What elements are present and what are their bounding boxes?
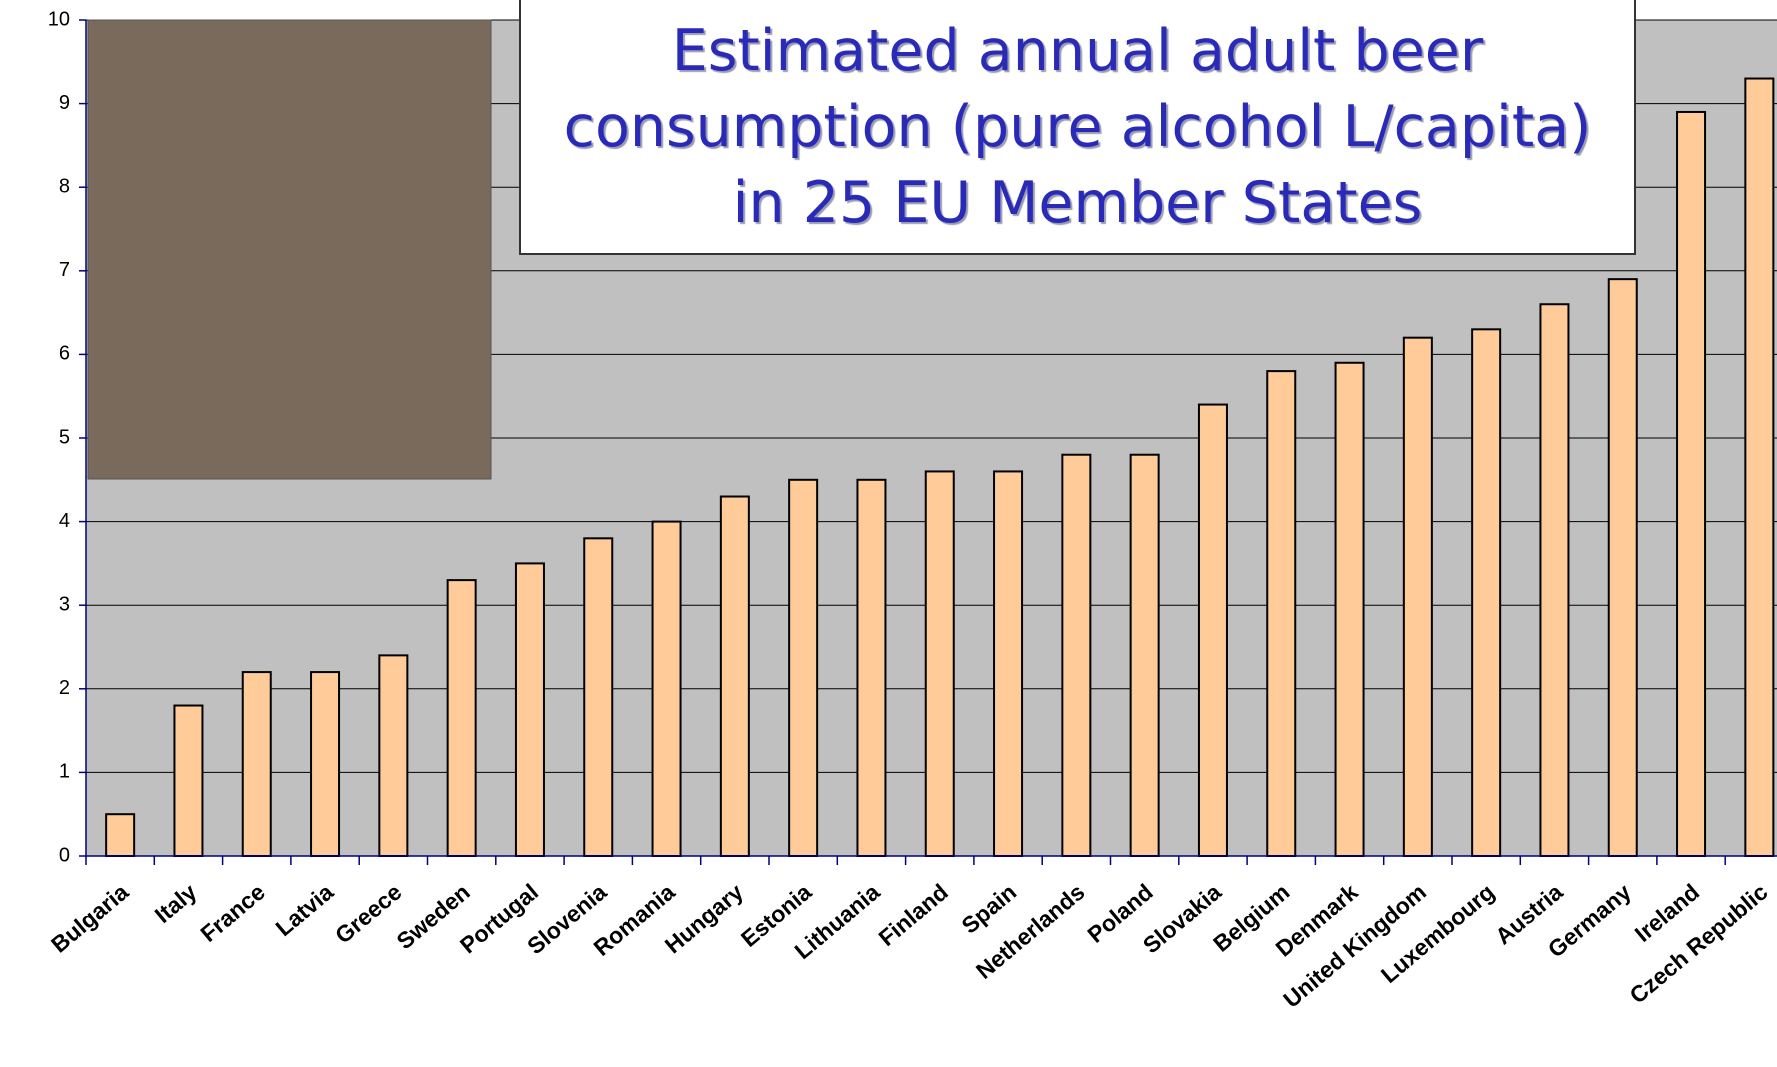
bar <box>1744 77 1775 857</box>
y-tick-label: 7 <box>59 259 70 281</box>
y-tick-label: 3 <box>59 593 70 615</box>
x-tick-label: Slovakia <box>1138 878 1226 958</box>
photo <box>88 20 491 479</box>
y-tick-label: 4 <box>59 510 70 532</box>
bar <box>173 704 204 858</box>
bar <box>1539 303 1570 857</box>
bar <box>583 537 614 857</box>
bar <box>1061 453 1092 857</box>
x-tick-label: Latvia <box>271 878 339 941</box>
bar <box>1129 453 1160 857</box>
bar <box>310 671 341 858</box>
y-tick-label: 6 <box>59 343 70 365</box>
bar <box>1197 403 1228 857</box>
bar <box>1334 361 1365 857</box>
bar <box>105 813 136 858</box>
bar <box>1471 328 1502 857</box>
bar <box>1607 278 1638 858</box>
x-tick-label: Bulgaria <box>46 878 133 957</box>
y-tick-label: 10 <box>48 8 70 30</box>
bar <box>378 654 409 857</box>
bar <box>993 470 1024 857</box>
y-tick-label: 0 <box>59 844 70 866</box>
y-tick-label: 1 <box>59 761 70 783</box>
bar <box>1266 370 1297 857</box>
bar <box>719 495 750 857</box>
x-tick-label: Hungary <box>660 878 748 958</box>
bar <box>446 579 477 857</box>
bar <box>1676 110 1707 857</box>
x-tick-label: Italy <box>150 878 202 928</box>
bar <box>1402 336 1433 857</box>
photo-frame <box>87 19 492 480</box>
bar <box>651 520 682 857</box>
x-tick-label: Finland <box>874 879 953 951</box>
bar <box>788 478 819 857</box>
y-tick-label: 9 <box>59 92 70 114</box>
y-tick-label: 2 <box>59 677 70 699</box>
y-tick-label: 5 <box>59 426 70 448</box>
bar <box>856 478 887 857</box>
bar <box>514 562 545 858</box>
y-tick-label: 8 <box>59 175 70 197</box>
x-tick-label: France <box>195 879 270 947</box>
bar <box>241 671 272 858</box>
chart-title: Estimated annual adult beer consumption … <box>519 0 1636 255</box>
bar <box>924 470 955 857</box>
